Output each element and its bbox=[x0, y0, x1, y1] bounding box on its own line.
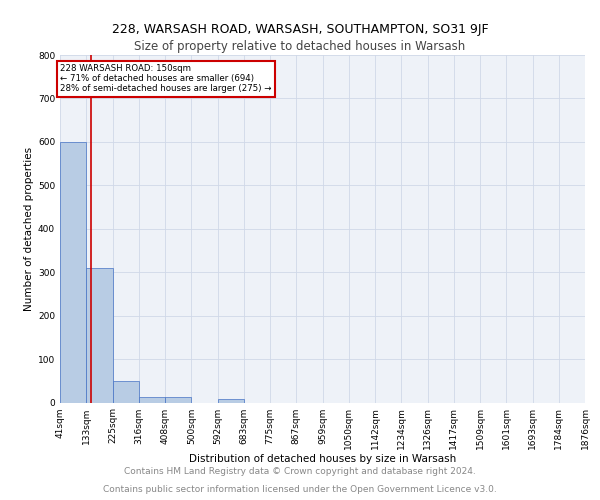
Text: 228, WARSASH ROAD, WARSASH, SOUTHAMPTON, SO31 9JF: 228, WARSASH ROAD, WARSASH, SOUTHAMPTON,… bbox=[112, 22, 488, 36]
Bar bbox=[218, 399, 244, 402]
Bar bbox=[86, 268, 113, 402]
Text: Contains public sector information licensed under the Open Government Licence v3: Contains public sector information licen… bbox=[103, 485, 497, 494]
Y-axis label: Number of detached properties: Number of detached properties bbox=[24, 146, 34, 311]
X-axis label: Distribution of detached houses by size in Warsash: Distribution of detached houses by size … bbox=[189, 454, 456, 464]
Bar bbox=[60, 142, 86, 403]
Text: Size of property relative to detached houses in Warsash: Size of property relative to detached ho… bbox=[134, 40, 466, 53]
Text: 228 WARSASH ROAD: 150sqm
← 71% of detached houses are smaller (694)
28% of semi-: 228 WARSASH ROAD: 150sqm ← 71% of detach… bbox=[60, 64, 272, 94]
Bar bbox=[165, 397, 191, 402]
Bar bbox=[113, 381, 139, 402]
Text: Contains HM Land Registry data © Crown copyright and database right 2024.: Contains HM Land Registry data © Crown c… bbox=[124, 467, 476, 476]
Bar bbox=[139, 397, 165, 402]
